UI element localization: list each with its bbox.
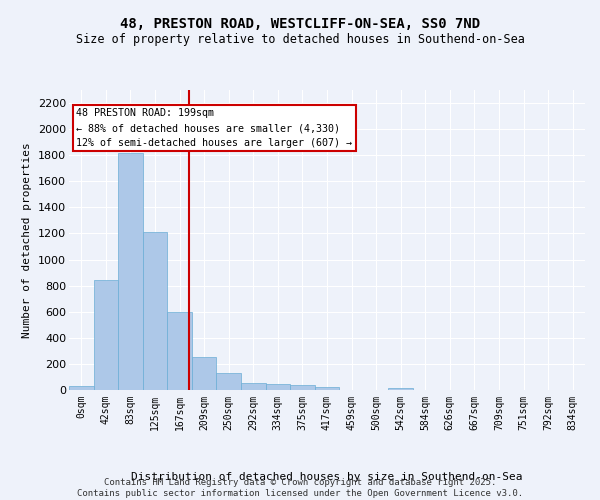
Text: 48, PRESTON ROAD, WESTCLIFF-ON-SEA, SS0 7ND: 48, PRESTON ROAD, WESTCLIFF-ON-SEA, SS0 … bbox=[120, 18, 480, 32]
Bar bbox=[266, 384, 290, 390]
Text: Contains HM Land Registry data © Crown copyright and database right 2025.
Contai: Contains HM Land Registry data © Crown c… bbox=[77, 478, 523, 498]
X-axis label: Distribution of detached houses by size in Southend-on-Sea: Distribution of detached houses by size … bbox=[131, 472, 523, 482]
Bar bbox=[388, 388, 413, 390]
Bar bbox=[217, 373, 241, 390]
Text: 48 PRESTON ROAD: 199sqm
← 88% of detached houses are smaller (4,330)
12% of semi: 48 PRESTON ROAD: 199sqm ← 88% of detache… bbox=[76, 108, 352, 148]
Bar bbox=[143, 232, 167, 390]
Bar bbox=[118, 152, 143, 390]
Text: Size of property relative to detached houses in Southend-on-Sea: Size of property relative to detached ho… bbox=[76, 32, 524, 46]
Bar bbox=[94, 280, 118, 390]
Bar bbox=[241, 383, 266, 390]
Bar bbox=[290, 386, 315, 390]
Bar bbox=[315, 387, 339, 390]
Bar bbox=[167, 312, 192, 390]
Y-axis label: Number of detached properties: Number of detached properties bbox=[22, 142, 32, 338]
Bar bbox=[69, 386, 94, 390]
Bar bbox=[192, 356, 217, 390]
